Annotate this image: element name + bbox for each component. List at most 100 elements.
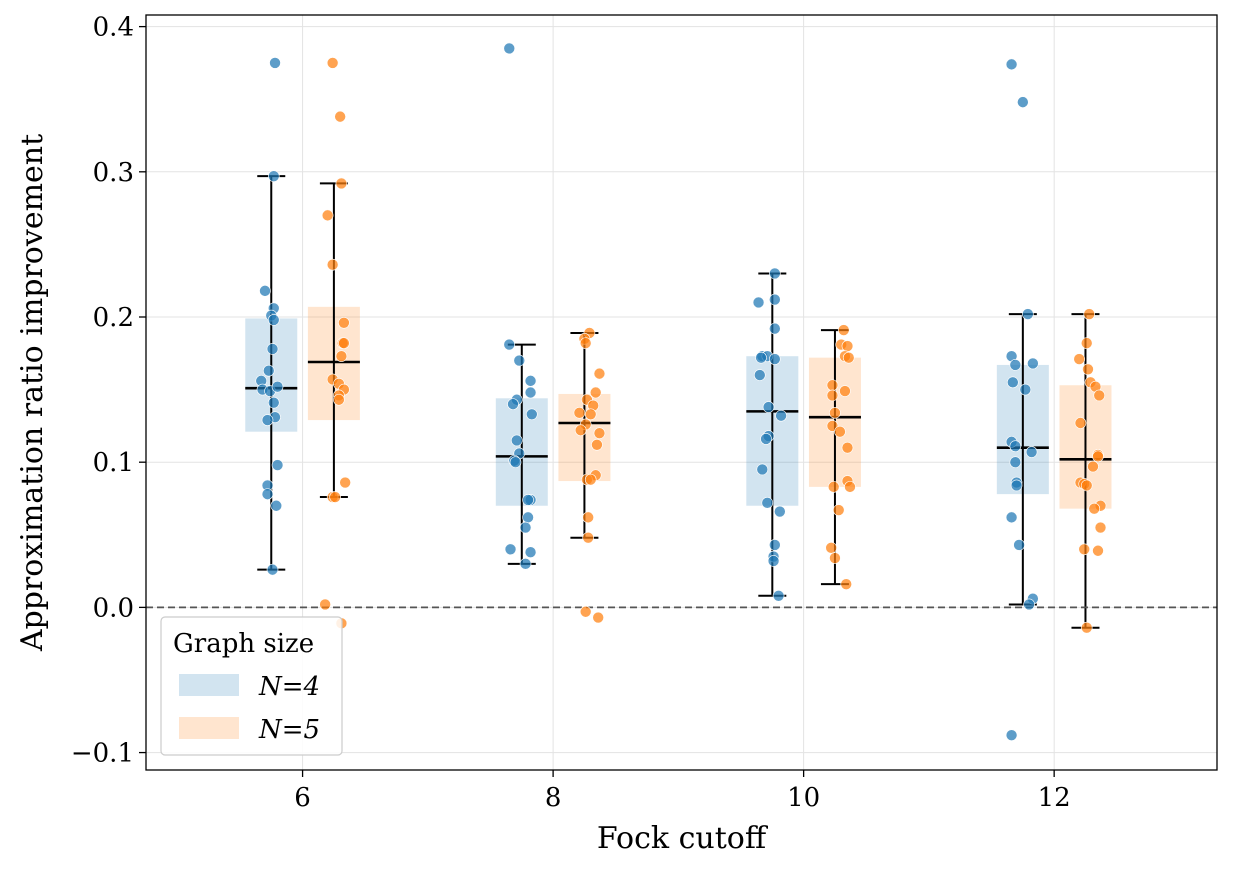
data-point-0-3-14 bbox=[1005, 511, 1018, 524]
data-point-1-3-16 bbox=[1094, 521, 1107, 534]
y-tick-label-0: −0.1 bbox=[71, 739, 134, 769]
data-point-0-0-2 bbox=[259, 285, 271, 297]
data-point-1-0-14 bbox=[339, 476, 351, 489]
data-point-0-2-0 bbox=[769, 267, 781, 280]
data-point-1-2-7 bbox=[826, 389, 839, 402]
data-point-0-3-0 bbox=[1005, 58, 1018, 71]
x-tick-label-8: 8 bbox=[545, 783, 562, 813]
data-point-1-2-15 bbox=[832, 504, 845, 516]
data-point-0-1-7 bbox=[526, 408, 538, 421]
x-axis-label: Fock cutoff bbox=[597, 821, 769, 856]
data-point-1-0-8 bbox=[335, 350, 348, 363]
data-point-1-0-13 bbox=[333, 393, 345, 406]
data-point-0-2-7 bbox=[769, 353, 781, 365]
legend: Graph size N=4 N=5 bbox=[160, 616, 343, 756]
data-point-1-0-0 bbox=[326, 57, 339, 69]
data-point-0-3-9 bbox=[1009, 440, 1022, 453]
data-point-0-2-18 bbox=[767, 555, 780, 567]
data-point-0-1-4 bbox=[524, 386, 537, 399]
data-point-1-3-15 bbox=[1088, 502, 1101, 515]
data-point-1-0-1 bbox=[334, 110, 346, 123]
data-point-0-3-10 bbox=[1025, 446, 1038, 458]
data-point-0-3-2 bbox=[1022, 308, 1034, 320]
data-point-0-1-11 bbox=[509, 456, 522, 468]
legend-swatch-n5 bbox=[179, 717, 239, 739]
data-point-1-1-16 bbox=[582, 511, 594, 524]
x-tick-label-10: 10 bbox=[787, 783, 820, 813]
data-point-1-2-18 bbox=[840, 578, 853, 590]
data-point-0-3-18 bbox=[1005, 729, 1018, 741]
data-point-0-2-16 bbox=[769, 539, 781, 551]
data-point-0-2-6 bbox=[755, 351, 767, 364]
data-point-1-3-6 bbox=[1093, 389, 1106, 402]
data-point-0-1-6 bbox=[507, 398, 519, 410]
data-point-1-2-10 bbox=[834, 425, 846, 438]
data-point-1-1-19 bbox=[592, 611, 605, 624]
data-point-0-0-1 bbox=[267, 170, 280, 182]
legend-label-n4: N=4 bbox=[258, 672, 320, 702]
data-point-1-3-13 bbox=[1080, 479, 1093, 492]
data-point-1-1-18 bbox=[579, 605, 592, 618]
y-axis-label: Approximation ratio improvement bbox=[15, 134, 50, 652]
data-point-0-1-17 bbox=[524, 546, 537, 559]
data-point-0-2-12 bbox=[760, 433, 772, 445]
data-point-0-1-3 bbox=[524, 375, 537, 387]
data-point-1-2-6 bbox=[839, 385, 851, 397]
data-point-0-2-2 bbox=[752, 296, 765, 309]
data-point-0-1-18 bbox=[519, 558, 532, 570]
data-point-0-1-0 bbox=[503, 42, 516, 55]
y-tick-label-2: 0.1 bbox=[93, 448, 134, 478]
data-point-1-0-3 bbox=[321, 209, 334, 222]
data-point-0-2-10 bbox=[775, 409, 787, 422]
data-point-0-3-5 bbox=[1009, 359, 1022, 371]
data-point-1-3-17 bbox=[1078, 543, 1091, 556]
data-point-0-2-15 bbox=[774, 505, 786, 518]
plot-area-frame bbox=[145, 14, 1218, 771]
data-point-0-2-9 bbox=[762, 401, 775, 413]
data-point-1-1-3 bbox=[593, 367, 606, 380]
grid-lines bbox=[146, 15, 1217, 770]
data-point-0-2-1 bbox=[769, 293, 781, 306]
data-point-1-2-4 bbox=[842, 351, 855, 364]
data-point-1-3-10 bbox=[1087, 460, 1099, 473]
data-point-1-2-13 bbox=[844, 481, 856, 493]
data-point-1-3-0 bbox=[1083, 308, 1096, 320]
data-point-0-0-7 bbox=[262, 364, 275, 377]
data-point-1-3-2 bbox=[1073, 353, 1086, 365]
data-point-0-1-14 bbox=[522, 511, 534, 524]
data-point-1-0-4 bbox=[326, 258, 339, 271]
data-point-0-0-14 bbox=[261, 414, 274, 426]
data-point-1-1-8 bbox=[584, 408, 597, 421]
data-point-0-3-7 bbox=[1019, 383, 1032, 396]
data-point-0-2-13 bbox=[756, 463, 769, 476]
data-point-1-2-8 bbox=[829, 407, 841, 419]
data-point-1-1-2 bbox=[579, 337, 592, 349]
data-point-0-0-0 bbox=[269, 57, 281, 69]
data-point-0-3-6 bbox=[1007, 376, 1019, 389]
legend-frame bbox=[160, 616, 343, 756]
legend-title: Graph size bbox=[173, 629, 314, 659]
data-point-1-2-16 bbox=[825, 542, 837, 554]
data-point-1-3-19 bbox=[1080, 621, 1093, 634]
data-point-1-3-9 bbox=[1092, 450, 1104, 463]
legend-label-n5: N=5 bbox=[258, 715, 320, 745]
data-point-0-3-17 bbox=[1023, 598, 1035, 611]
data-point-1-2-0 bbox=[837, 324, 850, 336]
y-tick-label-3: 0.2 bbox=[93, 303, 134, 333]
axis-ticks: 6 8 10 12 −0.1 0.0 0.1 0.2 0.3 0.4 bbox=[71, 13, 1071, 813]
data-point-0-0-11 bbox=[271, 380, 284, 393]
data-point-0-2-8 bbox=[753, 369, 766, 381]
data-point-0-3-4 bbox=[1027, 357, 1039, 370]
data-point-0-0-19 bbox=[266, 563, 279, 576]
data-point-0-1-13 bbox=[522, 494, 534, 506]
y-tick-label-4: 0.3 bbox=[93, 158, 134, 188]
y-tick-label-1: 0.0 bbox=[93, 593, 134, 623]
data-point-1-1-15 bbox=[584, 473, 597, 486]
data-point-0-1-16 bbox=[504, 543, 517, 556]
data-point-0-0-5 bbox=[267, 314, 280, 326]
data-point-1-1-11 bbox=[593, 427, 606, 439]
data-point-1-1-10 bbox=[574, 424, 587, 437]
data-point-0-2-14 bbox=[761, 497, 774, 509]
y-tick-label-5: 0.4 bbox=[93, 13, 134, 43]
